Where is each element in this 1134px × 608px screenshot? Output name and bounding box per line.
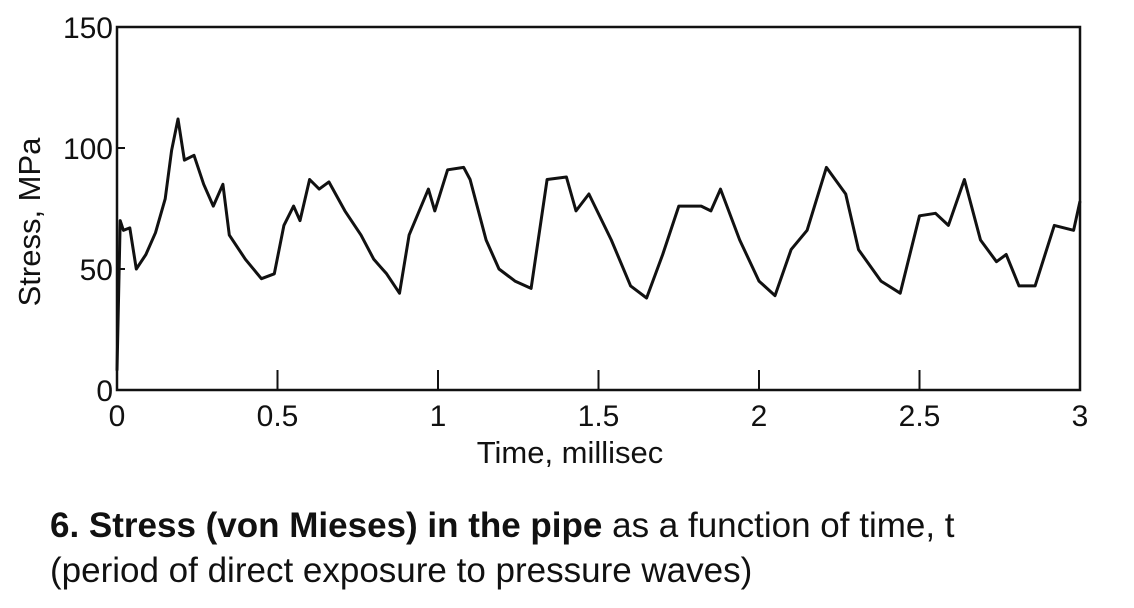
x-axis-title: Time, millisec <box>477 435 664 470</box>
caption-line-2: (period of direct exposure to pressure w… <box>50 551 752 590</box>
y-tick-label: 50 <box>80 254 113 287</box>
caption-line-1: 6. Stress (von Mieses) in the pipe as a … <box>50 506 955 545</box>
x-tick-label: 3 <box>1072 400 1089 433</box>
x-tick-label: 0 <box>109 400 126 433</box>
y-tick-label: 100 <box>63 133 113 166</box>
x-tick-label: 2 <box>751 400 768 433</box>
y-axis-title: Stress, MPa <box>12 137 47 307</box>
x-tick-label: 1.5 <box>578 400 620 433</box>
plot-frame <box>115 25 1082 392</box>
y-tick-label: 0 <box>96 375 113 408</box>
y-tick-label: 150 <box>63 12 113 45</box>
x-tick-label: 1 <box>430 400 447 433</box>
x-tick-label: 0.5 <box>257 400 299 433</box>
stress-line <box>115 117 1082 371</box>
x-tick-label: 2.5 <box>899 400 941 433</box>
caption-rest: as a function of time, t <box>602 506 954 545</box>
caption-bold: 6. Stress (von Mieses) in the pipe <box>50 506 602 545</box>
